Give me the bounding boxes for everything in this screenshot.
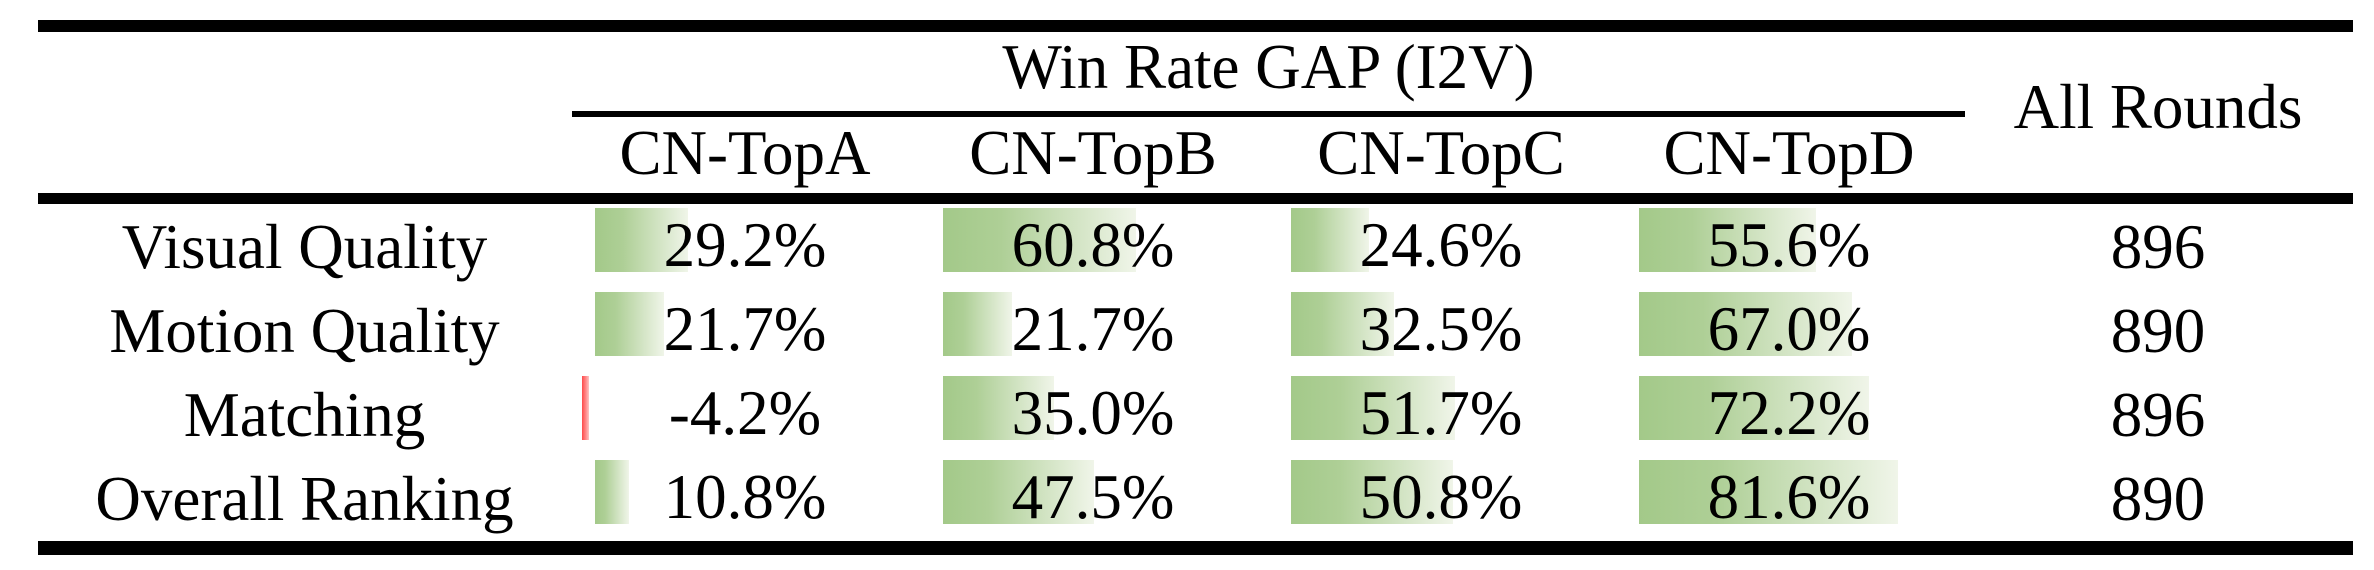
- win-rate-value: 72.2%: [1707, 378, 1871, 448]
- win-rate-bar: [595, 292, 664, 356]
- win-rate-value: 35.0%: [1011, 378, 1175, 448]
- top-rule: [38, 20, 2353, 32]
- column-header-row: CN-TopA CN-TopB CN-TopC CN-TopD: [571, 116, 1963, 193]
- data-cell: 29.2%: [571, 205, 919, 289]
- win-rate-bar: [943, 376, 1054, 440]
- row-label: Overall Ranking: [95, 464, 514, 534]
- data-cell: 67.0%: [1615, 289, 1963, 373]
- data-cell: 21.7%: [919, 289, 1267, 373]
- rounds-value: 890: [2110, 464, 2206, 534]
- win-rate-bar: [1639, 376, 1869, 440]
- table-row: Matching -4.2% 35.0% 51.7% 72.2% 896: [38, 373, 2353, 457]
- column-header-cn-topc: CN-TopC: [1317, 118, 1565, 188]
- table-body: Visual Quality 29.2% 60.8% 24.6% 55.6% 8…: [38, 205, 2353, 541]
- column-header-cn-topa: CN-TopA: [619, 118, 871, 188]
- win-rate-bar: [595, 208, 688, 272]
- row-label: Matching: [183, 380, 426, 450]
- column-header-cn-topd: CN-TopD: [1663, 118, 1915, 188]
- win-rate-bar: [1291, 292, 1394, 356]
- row-label: Visual Quality: [121, 212, 488, 282]
- win-rate-bar: [1291, 460, 1453, 524]
- win-rate-bar: [1639, 460, 1898, 524]
- win-rate-bar: [1639, 292, 1852, 356]
- column-header-cn-topb: CN-TopB: [969, 118, 1217, 188]
- data-cell: 51.7%: [1267, 373, 1615, 457]
- group-header-title: Win Rate GAP (I2V): [1002, 32, 1535, 102]
- win-rate-bar: [943, 208, 1136, 272]
- data-cell: 21.7%: [571, 289, 919, 373]
- data-cell: 24.6%: [1267, 205, 1615, 289]
- header-body-separator-rule: [38, 193, 2353, 204]
- win-rate-value: 51.7%: [1359, 378, 1523, 448]
- row-label: Motion Quality: [109, 296, 500, 366]
- data-cell: 32.5%: [1267, 289, 1615, 373]
- win-rate-bar: [1291, 208, 1369, 272]
- win-rate-value: 10.8%: [663, 462, 827, 532]
- win-rate-bar: [943, 292, 1012, 356]
- table-row: Visual Quality 29.2% 60.8% 24.6% 55.6% 8…: [38, 205, 2353, 289]
- negative-win-rate-bar: [582, 376, 589, 440]
- rounds-value: 896: [2110, 212, 2206, 282]
- win-rate-value: 47.5%: [1011, 462, 1175, 532]
- win-rate-value: 32.5%: [1359, 294, 1523, 364]
- win-rate-bar: [1291, 376, 1455, 440]
- win-rate-value: 67.0%: [1707, 294, 1871, 364]
- rounds-value: 890: [2110, 296, 2206, 366]
- win-rate-value: 21.7%: [663, 294, 827, 364]
- bottom-rule: [38, 541, 2353, 555]
- data-cell: 72.2%: [1615, 373, 1963, 457]
- group-header-underline-rule: [572, 111, 1965, 117]
- data-cell: 35.0%: [919, 373, 1267, 457]
- data-cell: 55.6%: [1615, 205, 1963, 289]
- data-cell: 47.5%: [919, 457, 1267, 541]
- win-rate-value: 21.7%: [1011, 294, 1175, 364]
- win-rate-bar: [595, 460, 629, 524]
- win-rate-value: -4.2%: [668, 378, 822, 448]
- win-rate-value: 81.6%: [1707, 462, 1871, 532]
- win-rate-value: 55.6%: [1707, 210, 1871, 280]
- all-rounds-header: All Rounds: [2013, 72, 2303, 142]
- data-cell: 81.6%: [1615, 457, 1963, 541]
- win-rate-bar: [1639, 208, 1816, 272]
- rounds-value: 896: [2110, 380, 2206, 450]
- table-row: Motion Quality 21.7% 21.7% 32.5% 67.0% 8…: [38, 289, 2353, 373]
- win-rate-value: 24.6%: [1359, 210, 1523, 280]
- data-cell: 10.8%: [571, 457, 919, 541]
- win-rate-bar: [943, 460, 1094, 524]
- win-rate-value: 29.2%: [663, 210, 827, 280]
- win-rate-value: 60.8%: [1011, 210, 1175, 280]
- data-cell: 60.8%: [919, 205, 1267, 289]
- win-rate-value: 50.8%: [1359, 462, 1523, 532]
- data-cell: -4.2%: [571, 373, 919, 457]
- data-cell: 50.8%: [1267, 457, 1615, 541]
- table-row: Overall Ranking 10.8% 47.5% 50.8% 81.6% …: [38, 457, 2353, 541]
